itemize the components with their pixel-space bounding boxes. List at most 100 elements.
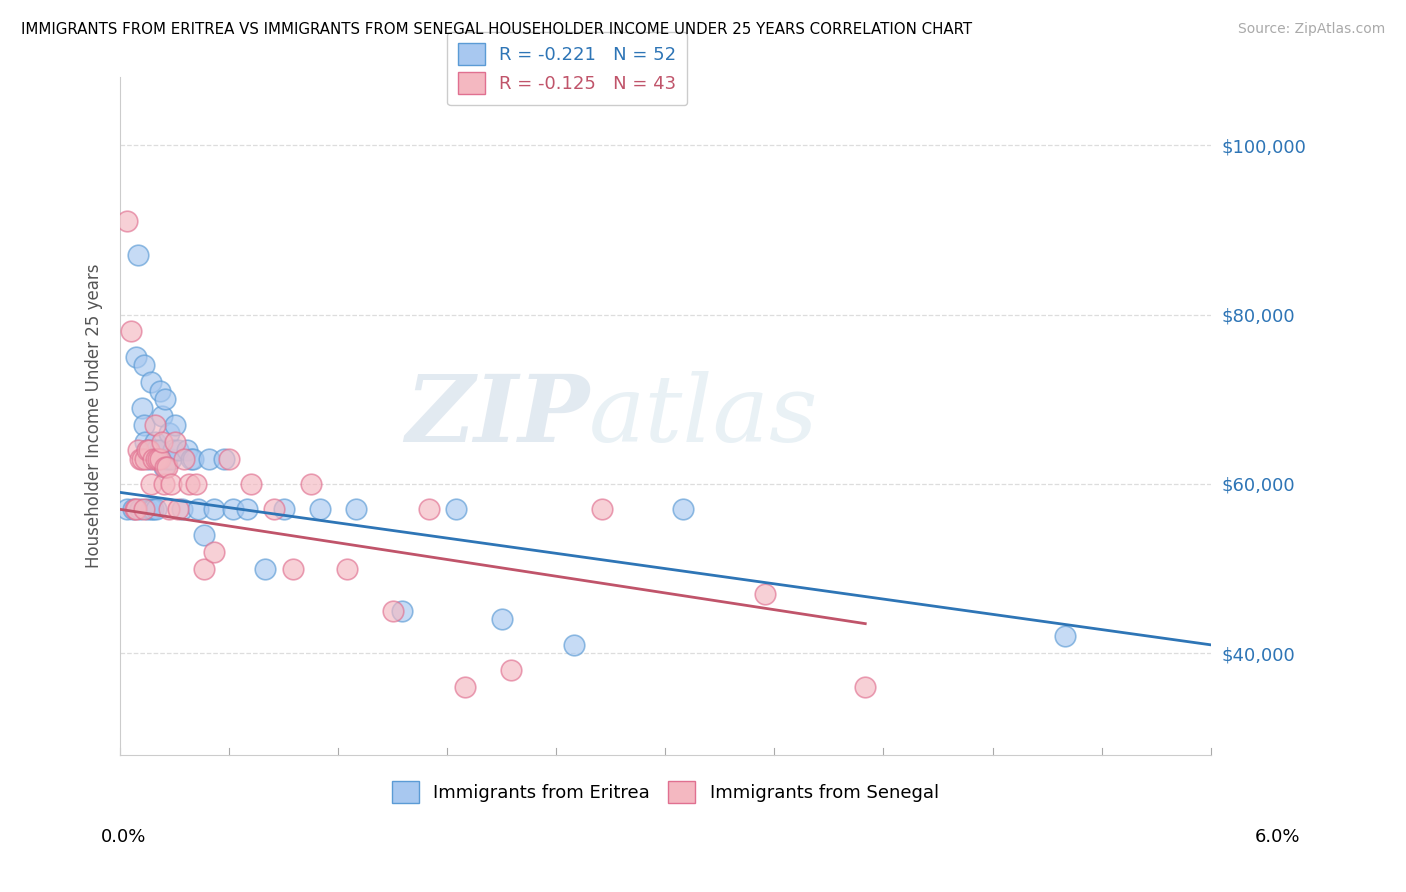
Point bbox=[187, 502, 209, 516]
Point bbox=[136, 502, 159, 516]
Point bbox=[131, 401, 153, 415]
Point bbox=[145, 443, 167, 458]
Point bbox=[853, 680, 876, 694]
Point bbox=[454, 680, 477, 694]
Text: Source: ZipAtlas.com: Source: ZipAtlas.com bbox=[1237, 22, 1385, 37]
Point bbox=[186, 477, 208, 491]
Point bbox=[131, 451, 153, 466]
Point bbox=[139, 502, 162, 516]
Point bbox=[132, 359, 155, 373]
Point bbox=[236, 502, 259, 516]
Point bbox=[239, 477, 262, 491]
Point bbox=[193, 561, 215, 575]
Point bbox=[143, 434, 166, 449]
Point bbox=[170, 502, 193, 516]
Point bbox=[149, 451, 172, 466]
Point bbox=[1054, 629, 1077, 643]
Point bbox=[149, 384, 172, 398]
Point bbox=[181, 451, 204, 466]
Point bbox=[204, 544, 226, 558]
Point bbox=[336, 561, 359, 575]
Point bbox=[173, 451, 195, 466]
Point bbox=[150, 409, 173, 424]
Point bbox=[115, 214, 138, 228]
Point bbox=[344, 502, 367, 516]
Point bbox=[121, 502, 143, 516]
Point bbox=[491, 612, 513, 626]
Point bbox=[157, 426, 180, 441]
Point bbox=[167, 443, 190, 458]
Point bbox=[127, 443, 149, 458]
Point bbox=[115, 502, 138, 516]
Point bbox=[139, 477, 162, 491]
Point bbox=[381, 604, 404, 618]
Point bbox=[177, 477, 200, 491]
Point bbox=[134, 434, 156, 449]
Point bbox=[160, 477, 183, 491]
Point bbox=[160, 451, 183, 466]
Point bbox=[564, 638, 586, 652]
Point bbox=[132, 502, 155, 516]
Point bbox=[124, 502, 146, 516]
Text: 0.0%: 0.0% bbox=[101, 828, 146, 846]
Point bbox=[138, 443, 160, 458]
Text: atlas: atlas bbox=[589, 371, 818, 461]
Point bbox=[138, 451, 160, 466]
Point bbox=[180, 451, 202, 466]
Point bbox=[156, 460, 179, 475]
Point bbox=[263, 502, 285, 516]
Point bbox=[125, 502, 148, 516]
Point bbox=[145, 502, 167, 516]
Point bbox=[155, 460, 177, 475]
Point bbox=[129, 502, 152, 516]
Point bbox=[221, 502, 243, 516]
Point bbox=[134, 451, 156, 466]
Point bbox=[218, 451, 240, 466]
Point bbox=[142, 502, 165, 516]
Point bbox=[754, 587, 776, 601]
Point bbox=[591, 502, 613, 516]
Text: ZIP: ZIP bbox=[405, 371, 589, 461]
Point bbox=[254, 561, 277, 575]
Point bbox=[162, 443, 184, 458]
Point bbox=[152, 460, 174, 475]
Point bbox=[167, 502, 190, 516]
Point bbox=[125, 350, 148, 364]
Legend: Immigrants from Eritrea, Immigrants from Senegal: Immigrants from Eritrea, Immigrants from… bbox=[381, 770, 949, 814]
Point bbox=[149, 443, 172, 458]
Point bbox=[142, 451, 165, 466]
Point bbox=[129, 451, 152, 466]
Point bbox=[212, 451, 235, 466]
Point bbox=[672, 502, 695, 516]
Point bbox=[120, 325, 142, 339]
Point bbox=[150, 434, 173, 449]
Point bbox=[499, 663, 522, 677]
Point bbox=[145, 451, 167, 466]
Point bbox=[163, 417, 186, 432]
Point bbox=[157, 502, 180, 516]
Point bbox=[309, 502, 332, 516]
Point bbox=[156, 451, 179, 466]
Y-axis label: Householder Income Under 25 years: Householder Income Under 25 years bbox=[86, 264, 103, 568]
Point bbox=[132, 417, 155, 432]
Point bbox=[163, 434, 186, 449]
Point bbox=[139, 376, 162, 390]
Point bbox=[155, 392, 177, 407]
Point bbox=[146, 451, 169, 466]
Point bbox=[143, 417, 166, 432]
Text: IMMIGRANTS FROM ERITREA VS IMMIGRANTS FROM SENEGAL HOUSEHOLDER INCOME UNDER 25 Y: IMMIGRANTS FROM ERITREA VS IMMIGRANTS FR… bbox=[21, 22, 972, 37]
Point bbox=[142, 443, 165, 458]
Text: 6.0%: 6.0% bbox=[1256, 828, 1301, 846]
Point bbox=[418, 502, 440, 516]
Point bbox=[204, 502, 226, 516]
Point bbox=[127, 248, 149, 262]
Point bbox=[299, 477, 322, 491]
Point bbox=[198, 451, 221, 466]
Point bbox=[281, 561, 304, 575]
Point bbox=[273, 502, 295, 516]
Point bbox=[152, 477, 174, 491]
Point bbox=[146, 451, 169, 466]
Point bbox=[391, 604, 413, 618]
Point bbox=[136, 443, 159, 458]
Point bbox=[193, 527, 215, 541]
